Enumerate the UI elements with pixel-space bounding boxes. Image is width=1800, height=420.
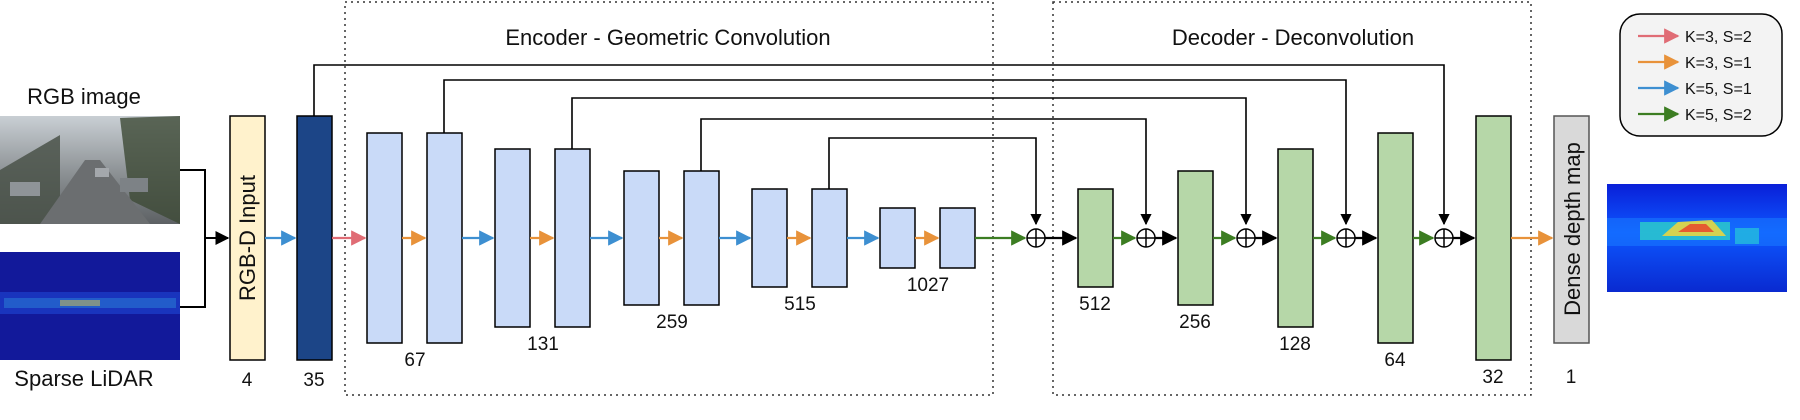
legend-label-1: K=3, S=2	[1685, 29, 1752, 46]
encoder-title: Encoder - Geometric Convolution	[505, 25, 830, 50]
encoder-block-2b	[554, 148, 591, 328]
decoder-title: Decoder - Deconvolution	[1172, 25, 1414, 50]
decoder-block-5	[1475, 115, 1512, 361]
decoder-block-4	[1377, 132, 1414, 344]
sparse-lidar-label: Sparse LiDAR	[14, 366, 153, 391]
encoder-channels-4: 515	[784, 294, 816, 315]
decoder-block-1	[1077, 188, 1114, 288]
dense-depth-image	[1607, 184, 1787, 292]
encoder-block-3a	[623, 170, 660, 306]
encoder-channels-5: 1027	[907, 275, 949, 296]
decoder-block-3	[1277, 148, 1314, 328]
encoder-channels-2: 131	[527, 334, 559, 355]
encoder-block-1a	[366, 132, 403, 344]
skip-connection-4	[700, 118, 1152, 226]
skip-connections	[313, 64, 1450, 226]
dense-depth-block	[1553, 115, 1590, 344]
dense-depth-label: Dense depth map	[1560, 142, 1585, 316]
rgb-connector	[180, 169, 230, 245]
encoder-block-1b	[426, 132, 463, 344]
decoder-channels-1: 512	[1079, 294, 1111, 315]
decoder-block-2	[1177, 170, 1214, 306]
sum-node-1	[1026, 228, 1046, 248]
sum-node-4	[1336, 228, 1356, 248]
encoder-channels-3: 259	[656, 312, 688, 333]
legend-label-2: K=3, S=1	[1685, 55, 1752, 72]
sum-node-2	[1136, 228, 1156, 248]
output-channels: 1	[1566, 367, 1577, 388]
encoder-block-4b	[811, 188, 848, 288]
encoder-block-4a	[751, 188, 788, 288]
legend-label-3: K=5, S=1	[1685, 81, 1752, 98]
sum-node-3	[1236, 228, 1256, 248]
rgb-image	[0, 116, 180, 224]
skip-connection-1	[313, 64, 1450, 226]
first-layer-block	[296, 115, 333, 361]
legend-label-4: K=5, S=2	[1685, 107, 1752, 124]
lidar-connector	[180, 238, 206, 308]
encoder-channels-1: 67	[404, 350, 425, 371]
sum-nodes	[1026, 228, 1454, 248]
encoder-block-2a	[494, 148, 531, 328]
rgbd-channels: 4	[242, 370, 253, 391]
encoder-frame	[344, 1, 994, 396]
skip-connection-3	[571, 97, 1252, 226]
encoder-block-3b	[683, 170, 720, 306]
skip-connection-5	[828, 137, 1042, 226]
decoder-channels-4: 64	[1384, 350, 1406, 371]
decoder-channels-2: 256	[1179, 312, 1211, 333]
legend-box	[1619, 13, 1783, 137]
encoder-block-5a	[879, 207, 916, 269]
first-layer-channels: 35	[303, 370, 324, 391]
rgb-image-label: RGB image	[27, 84, 141, 109]
sparse-lidar-image	[0, 252, 180, 360]
decoder-frame	[1052, 1, 1532, 396]
decoder-channels-5: 32	[1482, 367, 1503, 388]
decoder-channels-3: 128	[1279, 334, 1311, 355]
encoder-block-5b	[939, 207, 976, 269]
rgbd-input-label: RGB-D Input	[235, 175, 260, 301]
skip-connection-2	[443, 79, 1352, 226]
legend: K=3, S=2 K=3, S=1 K=5, S=1 K=5, S=2	[1619, 13, 1783, 137]
sum-node-5	[1434, 228, 1454, 248]
